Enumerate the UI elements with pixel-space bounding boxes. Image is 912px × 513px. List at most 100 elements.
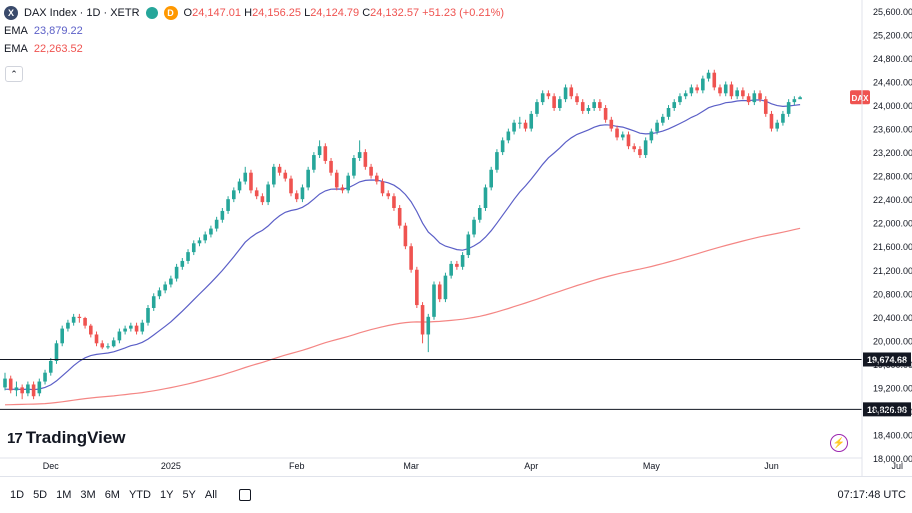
candle [432,281,436,320]
candle [529,110,534,132]
candle [197,237,202,247]
timeframe-3m[interactable]: 3M [80,489,96,501]
price-tick-label: 21,200.00 [873,266,912,276]
utc-clock[interactable]: 07:17:48 UTC [837,489,906,501]
flash-icon[interactable]: ⚡ [830,434,848,452]
candle-body [306,169,310,188]
chart-legend: X DAX Index · 1D · XETR D O24,147.01 H24… [4,4,504,58]
candle [575,93,579,106]
candle-body [798,97,802,100]
candle-body [300,187,305,200]
candle-body [592,102,596,108]
candle-body [495,152,499,170]
price-tick-label: 18,400.00 [873,430,912,440]
time-tick-label: Mar [403,461,419,471]
market-status-icon[interactable] [145,7,158,19]
candle [672,99,677,111]
candle-body [89,325,93,335]
candle-body [649,131,654,141]
candle [769,110,774,132]
candle [306,166,310,191]
collapse-legend-button[interactable]: ⌃ [5,66,23,82]
ema-fast-legend[interactable]: EMA 23,879.22 [4,25,83,37]
candle-body [180,260,185,267]
candle [48,358,53,376]
symbol-title[interactable]: DAX Index · 1D · XETR [24,7,140,19]
price-chart[interactable]: 19,674.68 18,826.98 DAX 25,600.00 25,200.00… [0,0,912,476]
price-axis[interactable]: 25,600.00 25,200.00 24,800.00 24,400.00 24,0… [0,0,912,476]
ema-fast-path [4,99,801,391]
candle [117,328,122,344]
timeframe-1m[interactable]: 1M [56,489,72,501]
candle-body [340,187,345,191]
timeframe-ytd[interactable]: YTD [128,489,151,501]
candle [495,149,499,173]
bottom-toolbar: 1D 5D 1M 3M 6M YTD 1Y 5Y All 07:17:48 UT… [0,476,912,513]
candle [792,96,797,106]
candle [506,128,511,144]
timeframe-5y[interactable]: 5Y [182,489,196,501]
candle-body [43,372,47,382]
candle [701,75,705,94]
price-tick-label: 20,800.00 [873,289,912,299]
candle [146,305,150,326]
candle-body [449,263,453,276]
candle [157,287,162,300]
candle-body [477,208,482,220]
candle [540,90,545,106]
candle [300,184,305,203]
candle [369,163,373,179]
candle [346,172,350,194]
candle-body [409,246,413,270]
candle [729,81,734,100]
symbol-logo-icon: X [4,6,18,20]
candle [706,69,711,82]
ema-slow-legend[interactable]: EMA 22,263.52 [4,43,83,55]
candle-body [294,193,299,200]
candle [689,84,694,97]
candle-body [220,210,225,220]
calendar-icon[interactable] [239,489,252,501]
tradingview-logo[interactable]: 17 TradingView [7,428,126,447]
candle-body [106,346,110,348]
candle-body [111,340,116,347]
candle-body [500,140,505,153]
timeframe-all[interactable]: All [204,489,218,501]
candle-body [243,172,248,182]
candle [426,313,431,353]
timeframe-5d[interactable]: 5D [33,489,48,501]
price-tick-label: 24,400.00 [873,78,912,88]
price-tick-label: 24,800.00 [873,54,912,64]
delay-badge[interactable]: D [163,6,178,20]
candle [186,249,190,264]
candle-body [781,113,785,123]
horizontal-lines[interactable]: 19,674.68 18,826.98 DAX [0,90,911,417]
timeframe-1d[interactable]: 1D [10,489,25,501]
candle-body [729,84,734,97]
timeframe-1y[interactable]: 1Y [159,489,174,501]
candles-series [3,69,802,400]
candle [563,84,568,103]
horizontal-line-label: 19,674.68 [867,355,907,365]
candle [489,166,493,191]
candle [798,95,802,100]
candle-body [71,316,76,323]
candle [569,84,574,100]
candle [26,381,30,397]
candle [106,343,110,350]
candle-body [232,190,236,200]
candle-body [375,175,379,182]
candle [294,190,299,203]
candle [77,313,82,323]
symbol-row[interactable]: X DAX Index · 1D · XETR D O24,147.01 H24… [4,4,504,22]
candle [3,372,7,391]
candle [781,110,785,126]
candle [174,263,179,282]
candle [386,190,391,200]
candle [14,381,19,397]
timeframe-6m[interactable]: 6M [104,489,120,501]
candle-body [678,96,682,103]
candle [523,119,528,132]
time-tick-label: Dec [43,461,60,471]
time-axis[interactable]: Dec2025FebMarAprMayJunJulAug [43,461,912,471]
